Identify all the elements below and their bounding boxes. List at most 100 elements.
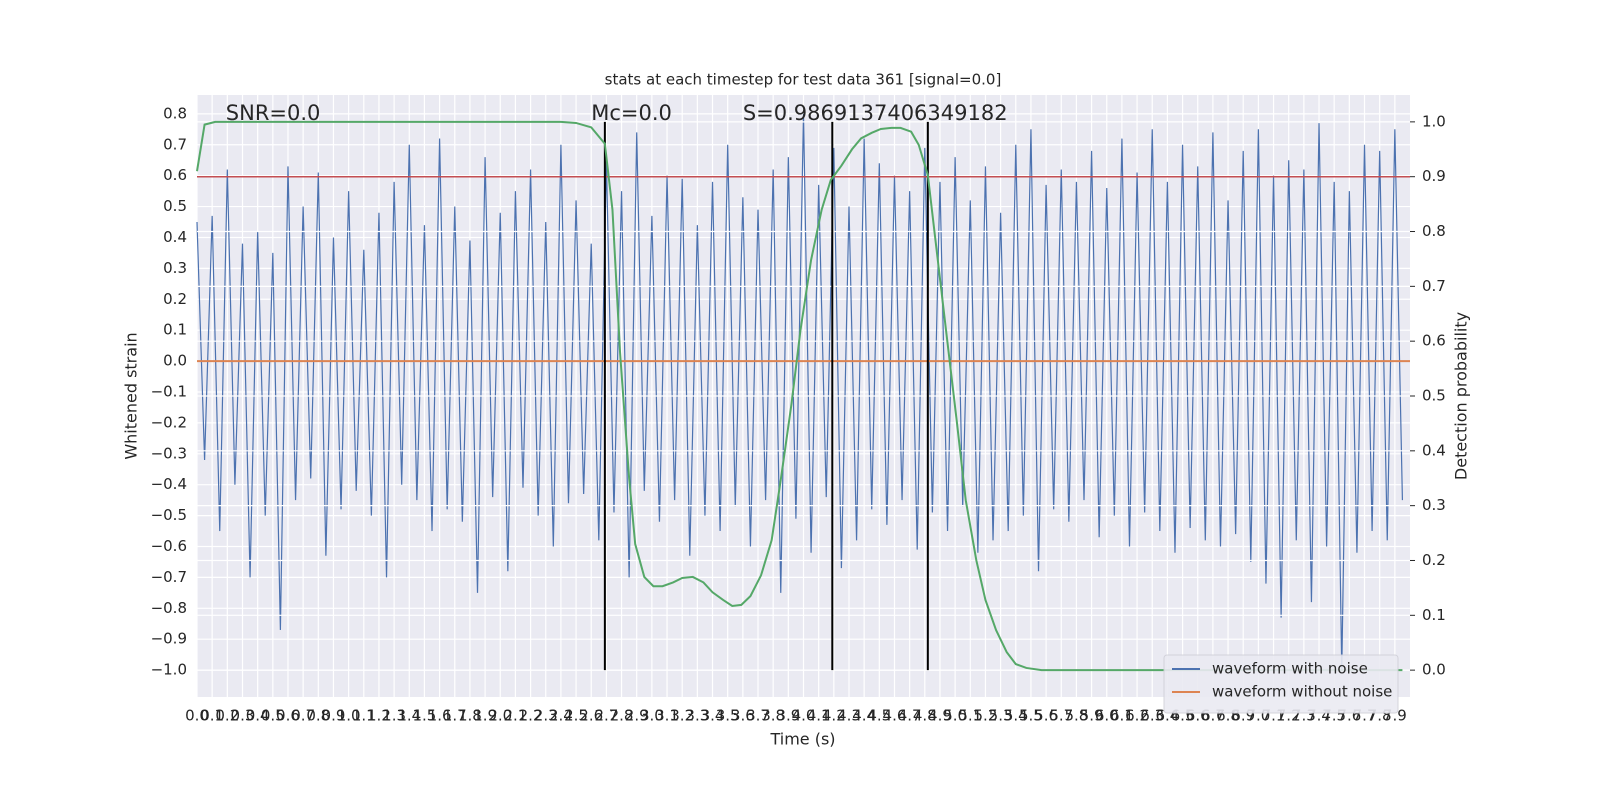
x-tick-label: 1.6	[428, 707, 452, 725]
y-tick-label: −1.0	[151, 661, 187, 679]
x-tick-label: 2.6	[579, 707, 603, 725]
x-tick-label: 3.9	[776, 707, 800, 725]
x-tick-label: 4.4	[852, 707, 876, 725]
x-tick-label: 0.2	[215, 707, 239, 725]
y2-axis-label: Detection probability	[1452, 312, 1471, 480]
x-tick-label: 5.7	[1049, 707, 1073, 725]
x-tick-label: 1.1	[352, 707, 376, 725]
x-tick-label: 2.1	[503, 707, 527, 725]
y-tick-label: −0.2	[151, 413, 187, 431]
y-tick-label: −0.1	[151, 382, 187, 400]
x-tick-label: 0.0	[185, 707, 209, 725]
x-tick-label: 3.2	[670, 707, 694, 725]
y2-tick-label: 0.6	[1422, 332, 1446, 350]
x-tick-label: 3.5	[716, 707, 740, 725]
x-tick-label: 5.5	[1019, 707, 1043, 725]
annotation: SNR=0.0	[226, 101, 321, 125]
y2-tick-label: 0.2	[1422, 551, 1446, 569]
x-tick-label: 6.0	[1095, 707, 1119, 725]
x-tick-label: 1.2	[367, 707, 391, 725]
y-tick-label: 0.7	[163, 135, 187, 153]
x-tick-label: 1.4	[397, 707, 421, 725]
annotation: Mc=0.0	[591, 101, 672, 125]
x-tick-label: 0.4	[246, 707, 270, 725]
x-tick-label: 5.2	[974, 707, 998, 725]
x-tick-label: 5.1	[958, 707, 982, 725]
x-tick-label: 4.6	[883, 707, 907, 725]
x-tick-label: 4.5	[867, 707, 891, 725]
x-tick-label: 1.0	[337, 707, 361, 725]
y-tick-label: −0.6	[151, 537, 187, 555]
noisy-waveform	[196, 113, 1404, 671]
x-tick-label: 2.4	[549, 707, 573, 725]
x-tick-label: 3.6	[731, 707, 755, 725]
y-tick-label: 0.8	[163, 104, 187, 122]
x-tick-label: 2.9	[625, 707, 649, 725]
x-tick-label: 3.1	[655, 707, 679, 725]
y2-tick-label: 1.0	[1422, 112, 1446, 130]
x-tick-label: 0.5	[261, 707, 285, 725]
y2-tick-label: 0.9	[1422, 167, 1446, 185]
x-tick-label: 1.5	[413, 707, 437, 725]
chart-title: stats at each timestep for test data 361…	[605, 71, 1002, 89]
x-tick-label: 1.7	[443, 707, 467, 725]
x-tick-label: 2.5	[564, 707, 588, 725]
x-tick-label: 3.4	[701, 707, 725, 725]
x-tick-label: 5.0	[943, 707, 967, 725]
y-axis-label: Whitened strain	[122, 332, 141, 459]
x-tick-label: 6.1	[1110, 707, 1134, 725]
x-tick-label: 2.2	[519, 707, 543, 725]
x-tick-label: 3.0	[640, 707, 664, 725]
x-tick-label: 5.6	[1034, 707, 1058, 725]
y2-tick-label: 0.5	[1422, 387, 1446, 405]
x-tick-label: 0.8	[306, 707, 330, 725]
y2-tick-label: 0.8	[1422, 222, 1446, 240]
x-tick-label: 2.0	[488, 707, 512, 725]
x-tick-label: 6.3	[1140, 707, 1164, 725]
x-tick-label: 4.1	[807, 707, 831, 725]
y2-tick-label: 0.4	[1422, 441, 1446, 459]
x-tick-label: 4.0	[792, 707, 816, 725]
y-tick-label: −0.3	[151, 444, 187, 462]
x-tick-label: 3.3	[685, 707, 709, 725]
x-tick-label: 1.8	[458, 707, 482, 725]
y-tick-label: 0.2	[163, 290, 187, 308]
y2-tick-label: 0.1	[1422, 606, 1446, 624]
x-tick-label: 4.7	[898, 707, 922, 725]
y-tick-label: −0.9	[151, 630, 187, 648]
x-axis-label: Time (s)	[769, 730, 835, 749]
y-tick-label: −0.4	[151, 475, 187, 493]
x-tick-label: 5.4	[1004, 707, 1028, 725]
y-tick-label: 0.5	[163, 197, 187, 215]
legend-box	[1163, 654, 1399, 714]
y-tick-label: −0.8	[151, 599, 187, 617]
x-tick-label: 0.7	[291, 707, 315, 725]
x-tick-label: 2.8	[610, 707, 634, 725]
y2-tick-label: 0.0	[1422, 661, 1446, 679]
legend-label: waveform without noise	[1212, 683, 1392, 701]
y-tick-label: 0.1	[163, 321, 187, 339]
x-tick-label: 3.7	[746, 707, 770, 725]
y-tick-label: −0.7	[151, 568, 187, 586]
x-tick-label: 1.9	[473, 707, 497, 725]
x-tick-label: 2.7	[594, 707, 618, 725]
x-tick-label: 6.2	[1125, 707, 1149, 725]
x-tick-label: 2.3	[534, 707, 558, 725]
x-tick-label: 4.9	[928, 707, 952, 725]
y-tick-label: 0.4	[163, 228, 187, 246]
x-tick-label: 4.3	[837, 707, 861, 725]
x-tick-label: 5.8	[1064, 707, 1088, 725]
x-tick-label: 5.3	[989, 707, 1013, 725]
x-tick-label: 5.9	[1080, 707, 1104, 725]
y2-tick-label: 0.3	[1422, 496, 1446, 514]
y-tick-label: 0.0	[163, 352, 187, 370]
x-tick-label: 0.9	[322, 707, 346, 725]
x-tick-label: 4.8	[913, 707, 937, 725]
y-tick-label: 0.3	[163, 259, 187, 277]
x-tick-label: 3.8	[761, 707, 785, 725]
probability-line	[196, 120, 1403, 672]
x-tick-label: 0.1	[200, 707, 224, 725]
annotation: S=0.9869137406349182	[743, 101, 1008, 125]
y-tick-label: 0.6	[163, 166, 187, 184]
